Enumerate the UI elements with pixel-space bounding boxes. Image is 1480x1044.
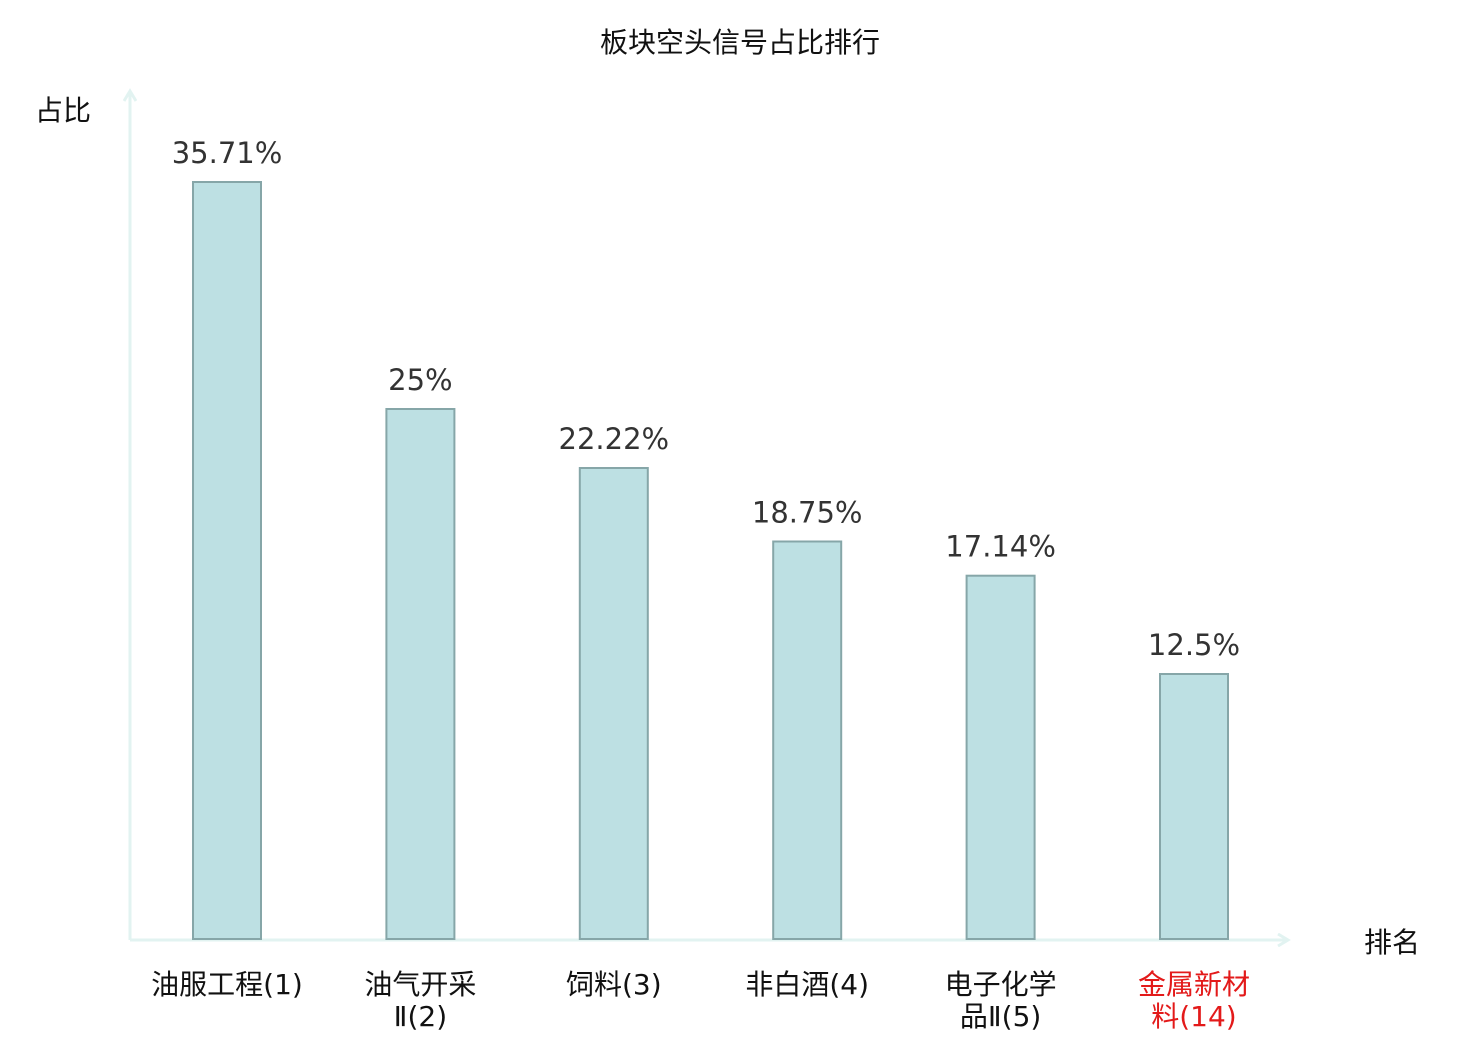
y-axis-label: 占比: [35, 94, 91, 127]
category-label-3-line-1: 饲料(3): [566, 968, 662, 1001]
value-labels-layer: 35.71% 25% 22.22% 18.75% 17.14% 12.5%: [172, 136, 1240, 662]
category-label-4-line-1: 非白酒(4): [745, 968, 869, 1001]
x-axis-label: 排名: [1364, 926, 1420, 959]
bars-layer: [192, 181, 1229, 940]
category-label-1-line-1: 油服工程(1): [151, 968, 303, 1001]
category-label-6-line-2: 料(14): [1151, 1000, 1236, 1033]
value-label-4: 18.75%: [752, 496, 863, 530]
bar-2: [385, 408, 456, 940]
bar-1: [192, 181, 262, 940]
value-label-5: 17.14%: [945, 530, 1056, 564]
category-label-2-line-1: 油气开采: [364, 968, 476, 1001]
chart-title: 板块空头信号占比排行: [600, 26, 880, 59]
bar-4: [772, 540, 843, 940]
bar-6: [1159, 673, 1229, 940]
bar-3: [578, 467, 649, 940]
category-label-5-line-2: 品Ⅱ(5): [960, 1000, 1041, 1033]
value-label-6: 12.5%: [1148, 628, 1240, 662]
value-label-1: 35.71%: [172, 136, 283, 170]
category-label-2-line-2: Ⅱ(2): [394, 1000, 447, 1033]
category-label-6-line-1: 金属新材: [1138, 968, 1250, 1001]
category-label-5-line-1: 电子化学: [945, 968, 1057, 1001]
value-label-2: 25%: [388, 363, 452, 397]
bar-5: [965, 574, 1036, 940]
value-label-3: 22.22%: [559, 422, 670, 456]
